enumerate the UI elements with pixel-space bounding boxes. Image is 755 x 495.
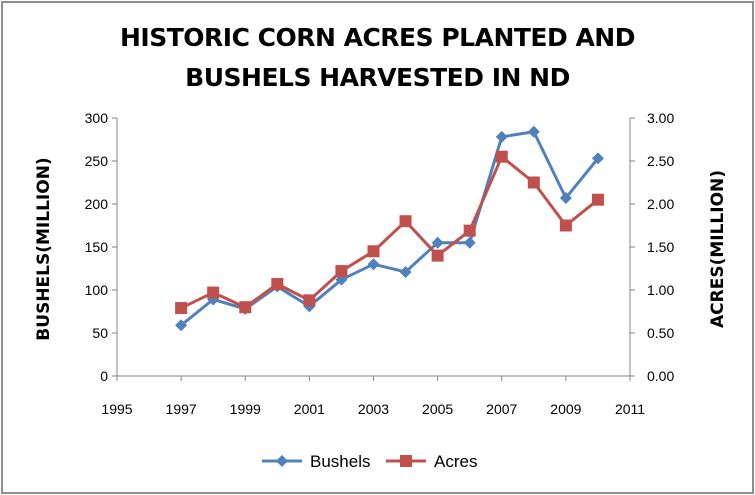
y-tick-left-label: 100 [85, 282, 109, 298]
acres-point [335, 265, 348, 278]
acres-point [367, 245, 380, 258]
acres-point [527, 176, 540, 189]
x-tick-label: 2003 [358, 401, 389, 417]
y-axis-right-title: ACRES(MILLION) [708, 170, 728, 328]
y-axis-left-title: BUSHELS(MILLION) [34, 157, 54, 340]
bushels-point [495, 130, 508, 143]
y-tick-left-label: 50 [92, 325, 108, 341]
y-tick-left-label: 150 [85, 239, 109, 255]
bushels-point [175, 319, 188, 332]
bushels-point [559, 191, 572, 204]
x-tick-label: 2001 [294, 401, 325, 417]
x-tick-label: 1999 [230, 401, 261, 417]
x-tick-label: 2009 [550, 401, 581, 417]
y-tick-right-label: 3.00 [647, 110, 674, 126]
x-tick-label: 1995 [101, 401, 132, 417]
x-tick-label: 2007 [486, 401, 517, 417]
y-tick-right-label: 2.50 [647, 153, 674, 169]
acres-point [591, 193, 604, 206]
bushels-point [463, 236, 476, 249]
bushels-point [431, 236, 444, 249]
legend: Bushels Acres [262, 452, 477, 471]
y-tick-right-label: 0.50 [647, 325, 674, 341]
legend-entry-acres: Acres [386, 452, 477, 471]
acres-point [431, 249, 444, 262]
legend-swatch-marker [400, 455, 412, 467]
bushels-line [180, 130, 600, 327]
legend-label: Bushels [310, 452, 370, 471]
acres-point [239, 301, 252, 314]
acres-point [175, 302, 188, 315]
series-acres [175, 150, 604, 315]
legend-label: Acres [434, 452, 477, 471]
x-tick-label: 2005 [422, 401, 453, 417]
axes: 0 50 100 150 200 250 300 0.00 0.50 1.00 1.50 2.00 2.… [34, 110, 728, 417]
acres-point [271, 277, 284, 290]
bushels-point [399, 265, 412, 278]
legend-entry-bushels: Bushels [262, 452, 370, 471]
acres-point [207, 286, 220, 299]
y-tick-right-label: 0.00 [647, 368, 674, 384]
bushels-point [591, 152, 604, 165]
x-tick-label: 1997 [166, 401, 197, 417]
series-layer [175, 125, 604, 332]
y-tick-left-label: 300 [85, 110, 109, 126]
bushels-point [367, 258, 380, 271]
acres-point [559, 219, 572, 232]
acres-point [399, 215, 412, 228]
series-bushels [175, 125, 604, 332]
chart-title-line-1: HISTORIC CORN ACRES PLANTED AND [120, 23, 635, 52]
chart-title-line-2: BUSHELS HARVESTED IN ND [185, 63, 570, 92]
y-tick-right-label: 1.00 [647, 282, 674, 298]
legend-swatch-marker [276, 455, 288, 467]
y-tick-right-label: 2.00 [647, 196, 674, 212]
acres-point [303, 294, 316, 307]
bushels-point [527, 125, 540, 138]
y-tick-left-label: 0 [100, 368, 108, 384]
acres-point [495, 150, 508, 163]
chart-title: HISTORIC CORN ACRES PLANTED AND BUSHELS … [0, 18, 755, 98]
y-tick-left-label: 250 [85, 153, 109, 169]
acres-point [463, 224, 476, 237]
y-tick-right-label: 1.50 [647, 239, 674, 255]
y-tick-left-label: 200 [85, 196, 109, 212]
x-tick-label: 2011 [615, 401, 645, 417]
